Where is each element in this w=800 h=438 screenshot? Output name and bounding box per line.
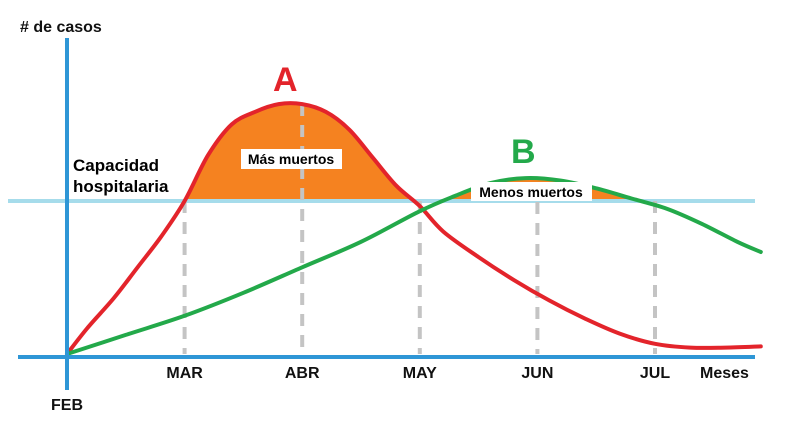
y-axis-title: # de casos xyxy=(20,19,102,36)
tick-label-abr: ABR xyxy=(285,365,320,382)
capacity-label-line1: Capacidad xyxy=(73,156,159,175)
menos-muertos-label: Menos muertos xyxy=(479,184,583,200)
mas-muertos-box xyxy=(241,149,342,169)
series-a-label: A xyxy=(273,61,298,99)
tick-label-mar: MAR xyxy=(166,365,203,382)
tick-label-feb: FEB xyxy=(51,397,83,414)
menos-muertos-box xyxy=(471,182,592,201)
curve-a xyxy=(65,101,763,356)
tick-label-jul: JUL xyxy=(640,365,670,382)
tick-label-may: MAY xyxy=(403,365,437,382)
capacity-label-line2: hospitalaria xyxy=(73,177,169,196)
series-b-label: B xyxy=(511,133,536,171)
mas-muertos-label: Más muertos xyxy=(248,151,335,167)
x-axis-title: Meses xyxy=(700,365,749,382)
tick-label-jun: JUN xyxy=(521,365,553,382)
